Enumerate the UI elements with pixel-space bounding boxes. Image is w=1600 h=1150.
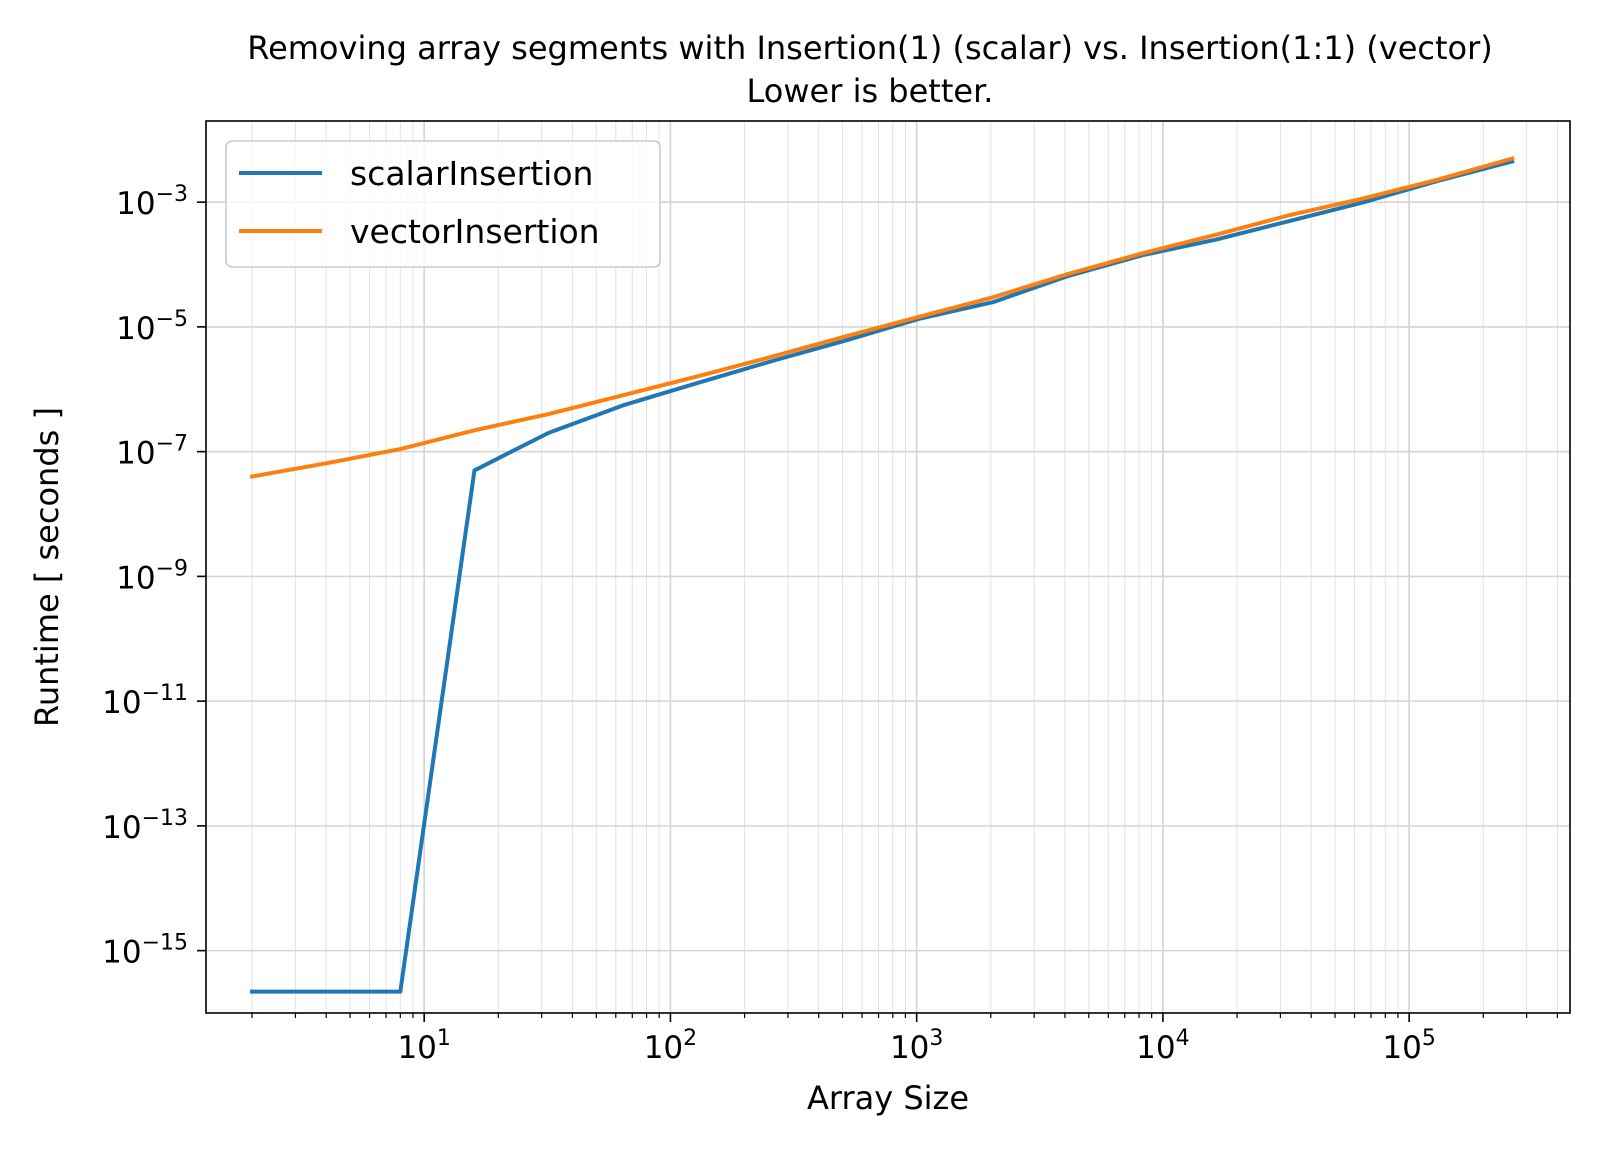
y-tick-label: 10−7 [116,432,188,472]
x-tick-label: 102 [644,1026,697,1066]
y-tick-label: 10−11 [102,681,188,721]
x-tick-label: 104 [1136,1026,1189,1066]
y-axis-label: Runtime [ seconds ] [28,407,66,727]
x-tick-label: 103 [890,1026,943,1066]
y-tick-label: 10−13 [102,806,188,846]
grid-minor [251,121,1558,1013]
series-line-vectorInsertion [249,156,1515,479]
x-axis-label: Array Size [807,1079,969,1117]
legend: scalarInsertion vectorInsertion [225,140,661,268]
y-axis-ticks: 10−3 10−5 10−7 10−9 10−11 10−13 10−15 [102,182,206,971]
x-tick-label: 101 [397,1026,450,1066]
y-tick-label: 10−5 [116,307,188,347]
series-line-scalarInsertion [250,158,1515,994]
chart-title: Removing array segments with Insertion(1… [247,29,1492,67]
x-axis-ticks: 101 102 103 104 105 [251,1013,1559,1066]
legend-label-scalarInsertion: scalarInsertion [350,154,593,193]
chart-subtitle: Lower is better. [747,72,994,110]
x-tick-label: 105 [1382,1026,1435,1066]
legend-box [225,140,661,268]
series-layer [249,156,1515,994]
y-tick-label: 10−3 [116,182,188,222]
y-tick-label: 10−9 [116,556,188,596]
legend-label-vectorInsertion: vectorInsertion [350,212,600,251]
plot-frame [205,120,1571,1014]
y-tick-label: 10−15 [102,931,188,971]
